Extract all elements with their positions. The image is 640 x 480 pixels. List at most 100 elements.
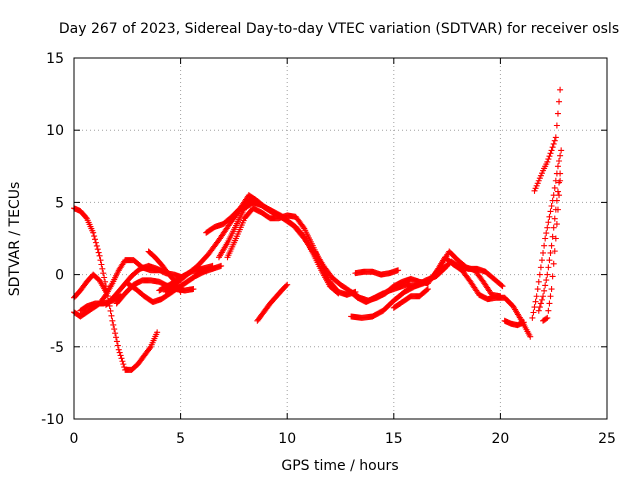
data-point bbox=[544, 271, 551, 278]
data-point bbox=[553, 221, 560, 228]
data-point bbox=[550, 192, 557, 199]
data-point bbox=[530, 309, 537, 316]
data-point bbox=[92, 236, 99, 243]
series-pass-3 bbox=[71, 271, 109, 301]
data-point bbox=[497, 293, 504, 300]
data-point bbox=[550, 260, 557, 267]
data-point bbox=[551, 137, 558, 144]
data-point bbox=[424, 286, 431, 293]
data-point bbox=[540, 249, 547, 256]
data-point bbox=[548, 242, 555, 249]
data-point bbox=[548, 286, 555, 293]
data-point bbox=[556, 98, 563, 105]
series-pass-25 bbox=[535, 170, 564, 314]
y-tick-label: 10 bbox=[46, 123, 64, 139]
x-tick-label: 0 bbox=[70, 431, 79, 447]
data-point bbox=[545, 307, 552, 314]
plot-frame bbox=[73, 57, 608, 420]
data-point bbox=[542, 282, 549, 289]
y-tick-label: -10 bbox=[41, 412, 64, 428]
y-tick-label: 0 bbox=[55, 268, 64, 284]
x-tick-label: 5 bbox=[176, 431, 185, 447]
data-point bbox=[548, 203, 555, 210]
data-point bbox=[300, 224, 307, 231]
data-point bbox=[99, 265, 106, 272]
data-point bbox=[552, 134, 559, 141]
data-point bbox=[538, 296, 545, 303]
data-point bbox=[535, 278, 542, 285]
chart-title: Day 267 of 2023, Sidereal Day-to-day VTE… bbox=[59, 21, 619, 37]
data-point bbox=[284, 281, 291, 288]
data-point bbox=[551, 184, 558, 191]
series-pass-13 bbox=[224, 205, 359, 298]
data-point bbox=[546, 257, 553, 264]
data-point bbox=[544, 158, 551, 165]
data-point bbox=[546, 153, 553, 160]
data-point bbox=[116, 349, 123, 356]
data-point bbox=[112, 330, 119, 337]
data-point bbox=[557, 86, 564, 93]
data-point bbox=[545, 156, 552, 163]
y-tick-label: -5 bbox=[50, 340, 64, 356]
data-point bbox=[556, 192, 563, 199]
data-point bbox=[109, 317, 116, 324]
data-point bbox=[549, 144, 556, 151]
data-point bbox=[90, 229, 97, 236]
data-point bbox=[93, 242, 100, 249]
data-point bbox=[546, 213, 553, 220]
data-point bbox=[531, 304, 538, 311]
series-pass-6 bbox=[113, 277, 197, 307]
data-point bbox=[542, 235, 549, 242]
data-point bbox=[120, 361, 127, 368]
data-point bbox=[92, 239, 99, 246]
series-pass-22 bbox=[501, 317, 527, 329]
data-point bbox=[553, 197, 560, 204]
data-point bbox=[498, 282, 505, 289]
data-point bbox=[547, 249, 554, 256]
series-pass-21 bbox=[439, 258, 506, 290]
series-pass-20 bbox=[390, 286, 431, 311]
data-point bbox=[107, 307, 114, 314]
data-point bbox=[551, 248, 558, 255]
data-point bbox=[558, 147, 565, 154]
y-axis-label: SDTVAR / TECUs bbox=[7, 182, 23, 297]
data-point bbox=[544, 224, 551, 231]
data-point bbox=[209, 262, 216, 269]
y-tick-label: 15 bbox=[46, 51, 64, 67]
data-point bbox=[98, 261, 105, 268]
data-point bbox=[118, 355, 125, 362]
data-point bbox=[549, 273, 556, 280]
data-point bbox=[532, 298, 539, 305]
data-point bbox=[544, 314, 551, 321]
data-point bbox=[115, 346, 122, 353]
data-point bbox=[550, 140, 557, 147]
data-points bbox=[71, 86, 565, 373]
data-point bbox=[556, 158, 563, 165]
series-pass-24 bbox=[531, 86, 564, 194]
data-point bbox=[95, 249, 102, 256]
data-point bbox=[557, 177, 564, 184]
data-point bbox=[94, 246, 101, 253]
data-point bbox=[541, 287, 548, 294]
data-point bbox=[520, 319, 527, 326]
data-point bbox=[536, 304, 543, 311]
x-axis-label: GPS time / hours bbox=[281, 458, 398, 474]
grid bbox=[74, 58, 607, 419]
data-point bbox=[91, 233, 98, 240]
data-point bbox=[117, 352, 124, 359]
data-point bbox=[551, 215, 558, 222]
data-point bbox=[96, 252, 103, 259]
data-point bbox=[548, 147, 555, 154]
data-point bbox=[554, 188, 561, 195]
data-point bbox=[154, 329, 161, 336]
data-point bbox=[190, 286, 197, 293]
x-tick-label: 20 bbox=[491, 431, 509, 447]
data-point bbox=[499, 283, 506, 290]
data-point bbox=[557, 152, 564, 159]
data-point bbox=[97, 257, 104, 264]
series-pass-1 bbox=[71, 205, 161, 373]
x-tick-label: 10 bbox=[278, 431, 296, 447]
data-point bbox=[101, 274, 108, 281]
data-point bbox=[283, 282, 290, 289]
data-point bbox=[545, 219, 552, 226]
